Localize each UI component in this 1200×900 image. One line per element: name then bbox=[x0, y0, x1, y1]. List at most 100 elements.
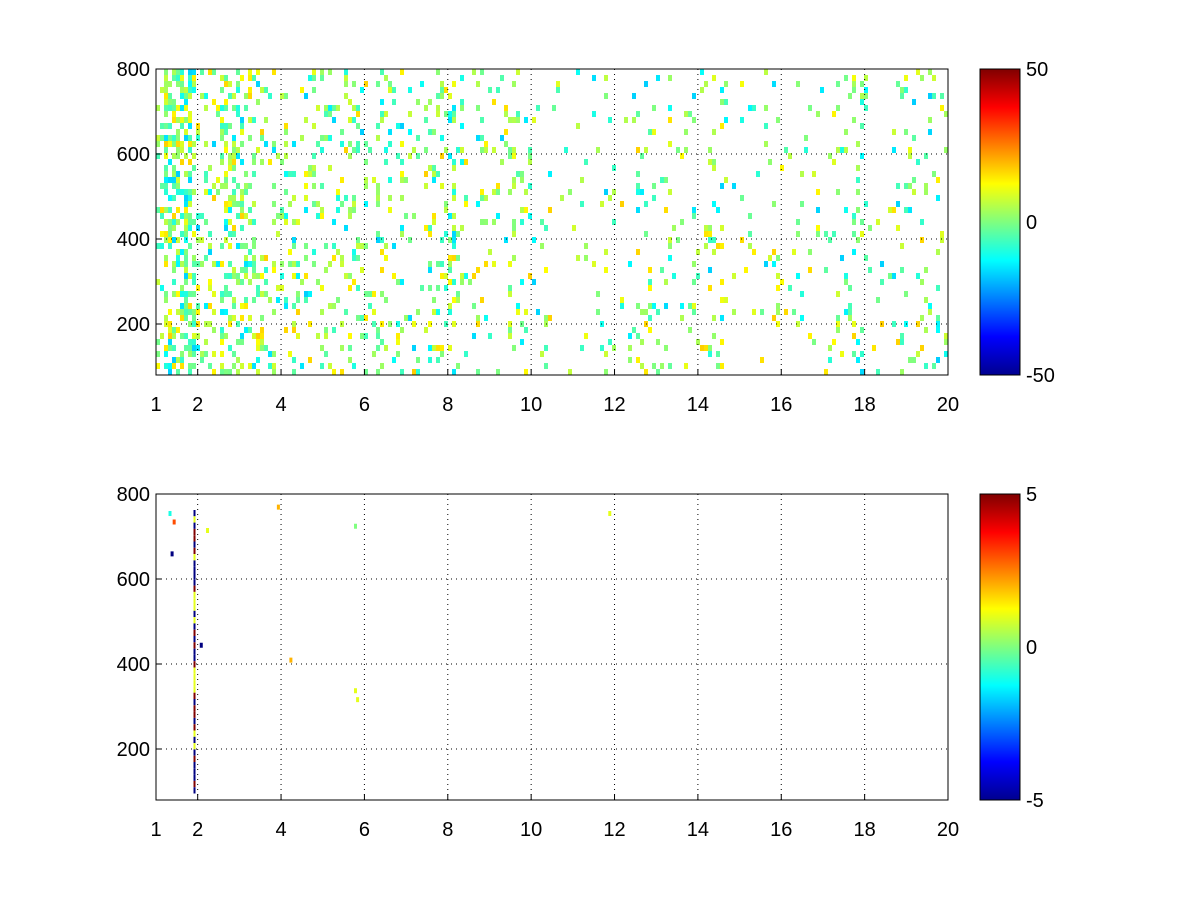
heatmap-cell bbox=[844, 75, 848, 81]
heatmap-cell bbox=[860, 369, 864, 375]
heatmap-cell bbox=[172, 195, 176, 201]
heatmap-cell bbox=[193, 680, 196, 687]
heatmap-cell bbox=[524, 189, 528, 195]
heatmap-cell bbox=[256, 81, 260, 87]
heatmap-cell bbox=[193, 547, 196, 555]
heatmap-cell bbox=[172, 363, 176, 369]
heatmap-cell bbox=[452, 111, 456, 117]
heatmap-cell bbox=[320, 363, 324, 369]
heatmap-cell bbox=[484, 315, 488, 321]
x-tick-label: 4 bbox=[275, 819, 286, 841]
heatmap-cell bbox=[296, 297, 300, 303]
heatmap-cell bbox=[344, 225, 348, 231]
heatmap-cell bbox=[764, 261, 768, 267]
heatmap-cell bbox=[516, 111, 520, 117]
heatmap-cell bbox=[432, 345, 436, 351]
heatmap-cell bbox=[368, 147, 372, 153]
heatmap-cell bbox=[204, 171, 208, 177]
heatmap-cell bbox=[720, 279, 724, 285]
heatmap-cell bbox=[176, 81, 180, 87]
heatmap-cell bbox=[580, 345, 584, 351]
heatmap-cell bbox=[296, 291, 300, 297]
heatmap-cell bbox=[284, 171, 288, 177]
heatmap-cell bbox=[324, 351, 328, 357]
heatmap-cell bbox=[348, 207, 352, 213]
heatmap-cell bbox=[192, 153, 196, 159]
heatmap-cell bbox=[176, 261, 180, 267]
heatmap-cell bbox=[180, 147, 184, 153]
heatmap-cell bbox=[712, 333, 716, 339]
heatmap-cell bbox=[816, 189, 820, 195]
heatmap-cell bbox=[276, 231, 280, 237]
heatmap-cell bbox=[928, 117, 932, 123]
heatmap-cell bbox=[744, 267, 748, 273]
heatmap-cell bbox=[304, 291, 308, 297]
heatmap-cell bbox=[920, 345, 924, 351]
heatmap-cell bbox=[852, 333, 856, 339]
heatmap-cell bbox=[200, 357, 204, 363]
heatmap-cell bbox=[440, 345, 444, 351]
heatmap-cell bbox=[180, 291, 184, 297]
heatmap-cell bbox=[248, 87, 252, 93]
heatmap-cell bbox=[240, 129, 244, 135]
heatmap-cell bbox=[924, 183, 928, 189]
heatmap-cell bbox=[168, 321, 172, 327]
heatmap-cell bbox=[272, 183, 276, 189]
heatmap-cell bbox=[340, 141, 344, 147]
heatmap-cell bbox=[344, 69, 348, 75]
heatmap-cell bbox=[424, 117, 428, 123]
heatmap-cell bbox=[796, 273, 800, 279]
heatmap-cell bbox=[268, 363, 272, 369]
heatmap-cell bbox=[156, 339, 160, 345]
heatmap-cell bbox=[204, 255, 208, 261]
heatmap-cell bbox=[284, 93, 288, 99]
heatmap-cell bbox=[316, 141, 320, 147]
heatmap-cell bbox=[304, 273, 308, 279]
heatmap-cell bbox=[940, 105, 944, 111]
heatmap-cell bbox=[768, 255, 772, 261]
heatmap-cell bbox=[172, 171, 176, 177]
heatmap-cell bbox=[184, 267, 188, 273]
heatmap-cell bbox=[508, 285, 512, 291]
heatmap-cell bbox=[848, 93, 852, 99]
heatmap-cell bbox=[452, 255, 456, 261]
heatmap-cell bbox=[836, 147, 840, 153]
heatmap-cell bbox=[320, 75, 324, 81]
heatmap-cell bbox=[228, 261, 232, 267]
heatmap-cell bbox=[668, 255, 672, 261]
heatmap-cell bbox=[304, 183, 308, 189]
heatmap-cell bbox=[848, 303, 852, 309]
heatmap-cell bbox=[260, 159, 264, 165]
heatmap-cell bbox=[312, 261, 316, 267]
heatmap-cell bbox=[652, 105, 656, 111]
heatmap-cell bbox=[520, 279, 524, 285]
heatmap-cell bbox=[268, 351, 272, 357]
heatmap-cell bbox=[396, 333, 400, 339]
heatmap-cell bbox=[199, 642, 203, 648]
heatmap-cell bbox=[904, 183, 908, 189]
heatmap-cell bbox=[760, 357, 764, 363]
heatmap-cell bbox=[692, 93, 696, 99]
heatmap-cell bbox=[188, 291, 192, 297]
heatmap-cell bbox=[792, 249, 796, 255]
heatmap-cell bbox=[224, 183, 228, 189]
heatmap-cell bbox=[284, 219, 288, 225]
heatmap-cell bbox=[352, 249, 356, 255]
heatmap-cell bbox=[192, 75, 196, 81]
heatmap-cell bbox=[928, 129, 932, 135]
heatmap-cell bbox=[188, 195, 192, 201]
heatmap-cell bbox=[664, 177, 668, 183]
heatmap-cell bbox=[164, 345, 168, 351]
heatmap-cell bbox=[920, 237, 924, 243]
heatmap-cell bbox=[244, 297, 248, 303]
heatmap-cell bbox=[180, 333, 184, 339]
heatmap-cell bbox=[532, 237, 536, 243]
bottom-colorbar-tick-label: 5 bbox=[1026, 484, 1037, 506]
heatmap-cell bbox=[304, 171, 308, 177]
heatmap-cell bbox=[228, 93, 232, 99]
heatmap-cell bbox=[436, 93, 440, 99]
heatmap-cell bbox=[320, 147, 324, 153]
heatmap-cell bbox=[704, 243, 708, 249]
heatmap-cell bbox=[348, 273, 352, 279]
heatmap-cell bbox=[356, 141, 360, 147]
